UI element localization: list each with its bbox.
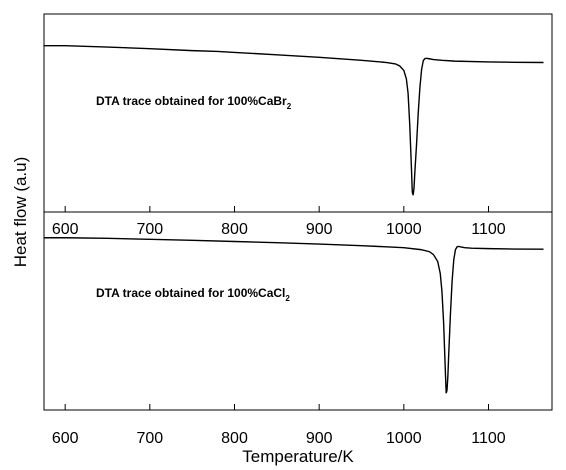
- top-x-ticks: 600 700 800 900 1000 1100: [52, 206, 506, 238]
- bottom-x-tick-label-800: 800: [221, 430, 248, 447]
- bottom-x-tick-label-1000: 1000: [386, 430, 422, 447]
- top-x-tick-label-800: 800: [221, 221, 248, 238]
- top-x-tick-label-600: 600: [52, 221, 79, 238]
- cacl2-annotation: DTA trace obtained for 100%CaCl2: [96, 286, 290, 303]
- y-axis-title: Heat flow (a.u): [11, 157, 30, 268]
- bottom-x-tick-label-900: 900: [306, 430, 333, 447]
- top-x-tick-label-900: 900: [306, 221, 333, 238]
- top-x-tick-label-1100: 1100: [471, 221, 506, 238]
- top-panel: 600 700 800 900 1000 1100 DTA trace obtained …: [43, 13, 553, 238]
- cabr2-dta-trace: [44, 44, 544, 196]
- bottom-x-tick-label-1100: 1100: [471, 430, 506, 447]
- x-axis-title: Temperature/K: [242, 447, 354, 466]
- top-x-tick-label-700: 700: [136, 221, 163, 238]
- top-x-tick-label-1000: 1000: [386, 221, 422, 238]
- bottom-x-ticks: 600 700 800 900 1000 1100: [52, 404, 506, 447]
- top-panel-frame: [43, 13, 553, 213]
- bottom-x-tick-label-700: 700: [136, 430, 163, 447]
- bottom-x-tick-label-600: 600: [52, 430, 79, 447]
- bottom-panel: 600 700 800 900 1000 1100 DTA trace obtained …: [43, 211, 553, 447]
- cabr2-annotation: DTA trace obtained for 100%CaBr2: [96, 94, 292, 111]
- bottom-panel-frame: [43, 211, 553, 411]
- cacl2-dta-trace: [44, 237, 544, 394]
